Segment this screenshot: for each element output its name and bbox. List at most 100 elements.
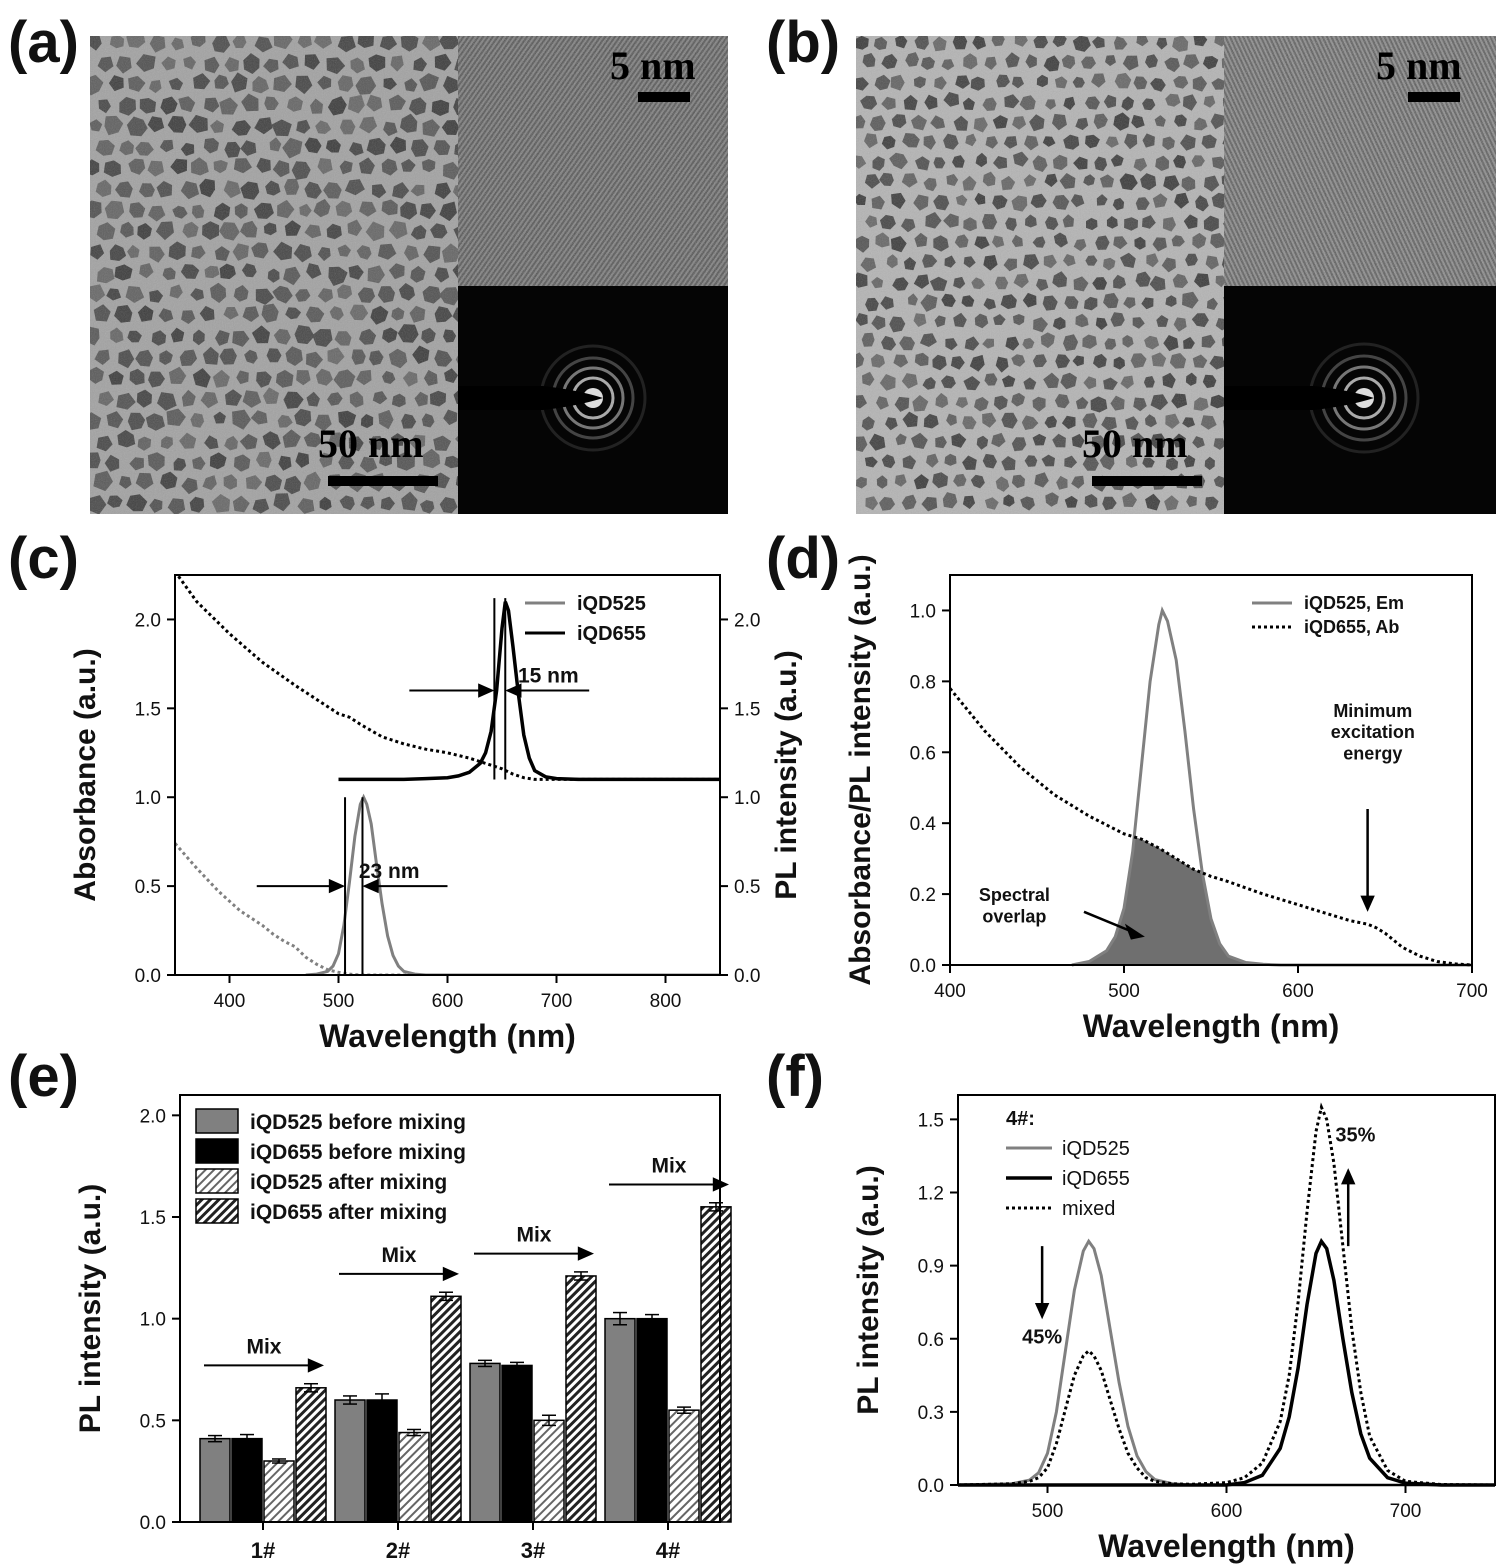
spectral-overlap-fill <box>1071 837 1298 965</box>
y-tick-label: 0.0 <box>140 1513 166 1534</box>
mix-label: Mix <box>516 1224 551 1247</box>
main-scale-label-a: 50 nm <box>318 421 424 466</box>
y-tick-label: 0.0 <box>918 1476 944 1497</box>
legend-label: iQD655 after mixing <box>250 1201 447 1224</box>
y-axis-label: PL intensity (a.u.) <box>74 1184 107 1433</box>
plot-frame <box>949 574 1473 966</box>
y-tick-label: 1.0 <box>140 1310 166 1331</box>
y-axis-label-right: PL intensity (a.u.) <box>770 650 803 899</box>
panel-label-c: (c) <box>8 526 79 591</box>
fwhm-arrow-head <box>328 878 346 894</box>
y-tick-label: 0.2 <box>910 885 936 906</box>
fwhm-arrow-head <box>362 878 379 894</box>
legend-swatch <box>195 1198 239 1224</box>
y-tick-label: 2.0 <box>135 610 161 631</box>
saed-inset-a <box>458 286 728 514</box>
legend-label: iQD655 <box>1062 1168 1130 1190</box>
x-tick-label: 400 <box>214 991 246 1012</box>
bar <box>533 1419 565 1523</box>
x-tick-label: 500 <box>323 991 355 1012</box>
y-tick-label: 0.8 <box>910 672 936 693</box>
inset-scale-bar-a <box>638 92 690 102</box>
hrtem-inset-a <box>458 36 728 286</box>
legend-label: iQD525 after mixing <box>250 1171 447 1194</box>
y-tick-label-right: 0.0 <box>734 966 760 987</box>
legend-label: iQD525 <box>1062 1138 1130 1160</box>
category-label: 1# <box>251 1538 275 1563</box>
tem-particles-a <box>90 36 728 514</box>
annotation-label: excitation <box>1331 722 1415 742</box>
series-line <box>958 1237 1495 1487</box>
hrtem-inset-b <box>1224 36 1496 286</box>
legend-label: iQD525 before mixing <box>250 1111 466 1134</box>
legend-swatch <box>195 1168 239 1194</box>
series-line <box>957 1238 1495 1487</box>
mix-arrow-head <box>442 1266 459 1282</box>
increase-arrow-head <box>1341 1168 1356 1185</box>
x-tick-label: 800 <box>650 991 682 1012</box>
legend-swatch <box>195 1108 239 1134</box>
legend-title: 4#: <box>1006 1108 1035 1130</box>
y-tick-label: 0.0 <box>135 966 161 987</box>
annotation-label: 45% <box>1022 1327 1062 1349</box>
x-tick-label: 700 <box>1390 1501 1422 1522</box>
fwhm-arrow-head <box>505 683 522 698</box>
plot-frame <box>179 1094 721 1523</box>
chart-e: 1# Mix 2# Mix 3# Mix 4# Mix iQD525 before mixing… <box>74 1094 732 1563</box>
series-line <box>338 601 720 782</box>
x-axis-label: Wavelength (nm) <box>1083 1008 1340 1044</box>
bar <box>668 1409 700 1523</box>
bar <box>398 1431 430 1523</box>
y-tick-label-right: 1.5 <box>734 699 760 720</box>
y-tick-label: 1.5 <box>140 1208 166 1229</box>
bar <box>430 1295 462 1523</box>
main-scale-bar-b <box>1092 476 1202 486</box>
x-tick-label: 700 <box>1456 981 1488 1002</box>
y-tick-label: 1.0 <box>135 788 161 809</box>
y-axis-label: Absorbance/PL intensity (a.u.) <box>844 554 877 985</box>
x-tick-label: 500 <box>1032 1501 1064 1522</box>
panel-label-a: (a) <box>8 10 79 75</box>
mix-label: Mix <box>381 1244 416 1267</box>
series-line <box>175 842 720 975</box>
bar <box>263 1460 295 1523</box>
legend-label: iQD525, Em <box>1304 593 1404 613</box>
fwhm-arrow-head <box>478 683 495 698</box>
category-label: 4# <box>656 1538 680 1563</box>
category-label: 2# <box>386 1538 410 1563</box>
mix-arrow-head <box>307 1358 324 1373</box>
y-tick-label: 2.0 <box>140 1106 166 1127</box>
legend-swatch <box>195 1138 239 1164</box>
tem-image-b: 5 nm 50 nm <box>856 36 1496 514</box>
bar <box>231 1437 263 1523</box>
mix-label: Mix <box>246 1335 281 1358</box>
y-tick-label: 0.0 <box>910 956 936 977</box>
plot-frame <box>957 1094 1496 1486</box>
y-axis-label: Absorbance (a.u.) <box>69 648 102 901</box>
x-axis-label: Wavelength (nm) <box>319 1018 576 1054</box>
annotation-label: 23 nm <box>359 860 420 883</box>
series-line <box>948 687 1473 967</box>
bar <box>501 1364 533 1523</box>
y-tick-label: 0.6 <box>910 743 936 764</box>
series-line <box>175 575 720 781</box>
bar <box>565 1275 597 1523</box>
y-axis-label: PL intensity (a.u.) <box>852 1165 885 1414</box>
x-axis-label: Wavelength (nm) <box>1098 1528 1355 1564</box>
series-line <box>957 1102 1496 1487</box>
series-line <box>1071 606 1472 967</box>
x-tick-label: 600 <box>432 991 464 1012</box>
y-tick-label: 1.0 <box>910 601 936 622</box>
x-tick-label: 600 <box>1282 981 1314 1002</box>
x-tick-label: 700 <box>541 991 573 1012</box>
mix-arrow-head <box>577 1246 594 1261</box>
bar <box>199 1437 231 1523</box>
chart-c: 23 nm 15 nm iQD525 iQD655 400 500 600 700 800 0.0… <box>69 574 803 1054</box>
bar <box>366 1399 398 1523</box>
y-tick-label: 1.5 <box>918 1110 944 1131</box>
y-tick-label-right: 0.5 <box>734 877 760 898</box>
panel-label-f: (f) <box>766 1044 824 1109</box>
inset-scale-label-a: 5 nm <box>610 43 696 88</box>
bar <box>636 1317 668 1523</box>
